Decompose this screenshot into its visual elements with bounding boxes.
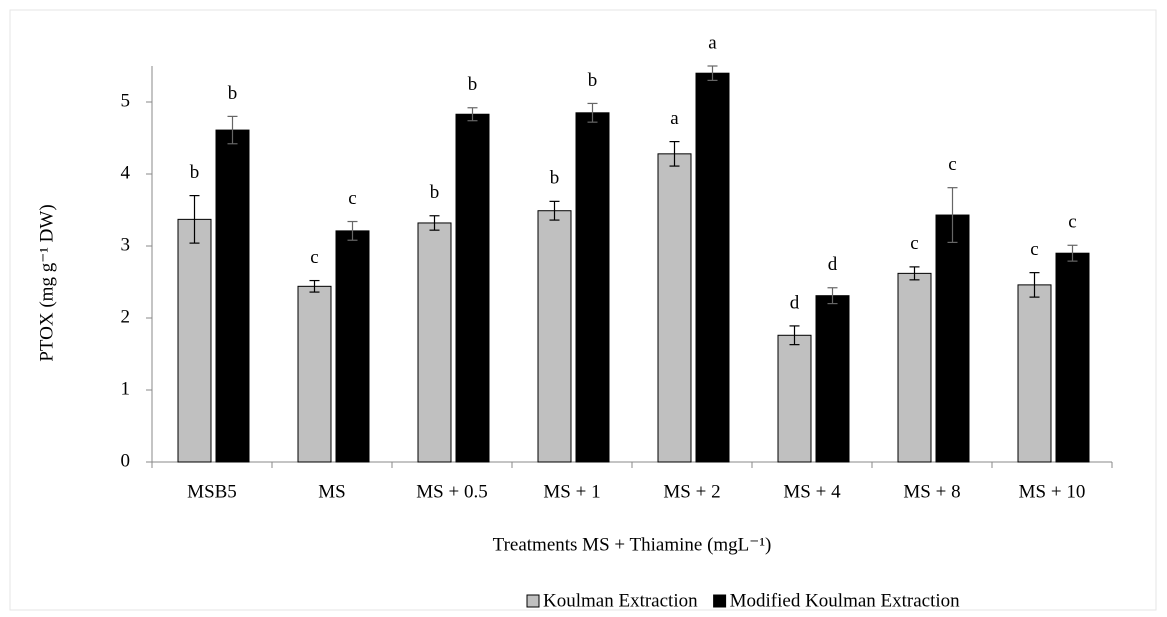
significance-letter: c bbox=[948, 154, 956, 175]
error-bar bbox=[1029, 272, 1040, 298]
legend-swatch bbox=[526, 594, 540, 608]
significance-letter: a bbox=[670, 108, 679, 129]
significance-letter: b bbox=[430, 182, 440, 203]
y-axis-label: PTOX (mg g⁻¹ DW) bbox=[36, 204, 57, 361]
error-bar bbox=[189, 195, 200, 244]
significance-letter: c bbox=[910, 233, 918, 254]
bar bbox=[777, 334, 812, 463]
error-bar bbox=[669, 141, 680, 167]
x-tick-label: MS + 10 bbox=[1019, 481, 1086, 502]
significance-letter: c bbox=[348, 188, 356, 209]
y-tick-label: 4 bbox=[121, 162, 131, 183]
significance-letter: b bbox=[588, 70, 598, 91]
legend-swatch bbox=[713, 594, 727, 608]
significance-letter: c bbox=[1068, 212, 1076, 233]
y-tick-label: 3 bbox=[121, 234, 131, 255]
bar bbox=[537, 210, 572, 463]
y-tick-label: 1 bbox=[121, 378, 131, 399]
error-bar bbox=[707, 65, 718, 82]
error-bar bbox=[587, 102, 598, 123]
significance-letter: b bbox=[468, 74, 478, 95]
x-tick-label: MS bbox=[318, 481, 345, 502]
error-bar bbox=[429, 215, 440, 231]
x-tick-label: MSB5 bbox=[187, 481, 237, 502]
bar bbox=[177, 218, 212, 463]
significance-letter: c bbox=[310, 247, 318, 268]
legend-label: Modified Koulman Extraction bbox=[730, 590, 961, 611]
significance-letter: b bbox=[228, 83, 238, 104]
error-bar bbox=[467, 107, 478, 122]
error-bar bbox=[309, 279, 320, 293]
error-bar bbox=[947, 187, 958, 243]
error-bar bbox=[827, 287, 838, 305]
bar bbox=[1017, 284, 1052, 463]
bar bbox=[695, 72, 730, 463]
error-bar bbox=[347, 220, 358, 241]
bar bbox=[657, 153, 692, 463]
error-bar bbox=[549, 200, 560, 221]
significance-letter: b bbox=[550, 168, 560, 189]
bar bbox=[417, 222, 452, 463]
legend-label: Koulman Extraction bbox=[543, 590, 698, 611]
significance-letter: a bbox=[708, 32, 717, 53]
bar bbox=[455, 113, 490, 463]
x-tick-label: MS + 0.5 bbox=[416, 481, 487, 502]
bar bbox=[297, 285, 332, 463]
error-bar bbox=[1067, 244, 1078, 262]
y-tick-label: 0 bbox=[121, 450, 131, 471]
error-bar bbox=[909, 266, 920, 281]
significance-letter: d bbox=[828, 254, 838, 275]
frame bbox=[9, 9, 1157, 611]
y-tick-label: 5 bbox=[121, 90, 131, 111]
x-axis-label: Treatments MS + Thiamine (mgL⁻¹) bbox=[493, 534, 772, 555]
x-tick-label: MS + 4 bbox=[783, 481, 841, 502]
bar bbox=[1055, 252, 1090, 463]
y-tick-label: 2 bbox=[121, 306, 131, 327]
x-tick-label: MS + 8 bbox=[903, 481, 960, 502]
significance-letter: d bbox=[790, 292, 800, 313]
bar bbox=[215, 129, 250, 463]
error-bar bbox=[789, 325, 800, 346]
bar bbox=[335, 230, 370, 463]
bar bbox=[935, 214, 970, 463]
bar bbox=[575, 112, 610, 463]
significance-letter: c bbox=[1030, 239, 1038, 260]
significance-letter: b bbox=[190, 162, 200, 183]
x-tick-label: MS + 1 bbox=[543, 481, 600, 502]
bar bbox=[815, 295, 850, 463]
x-tick-label: MS + 2 bbox=[663, 481, 720, 502]
bar bbox=[897, 272, 932, 463]
error-bar bbox=[227, 115, 238, 145]
